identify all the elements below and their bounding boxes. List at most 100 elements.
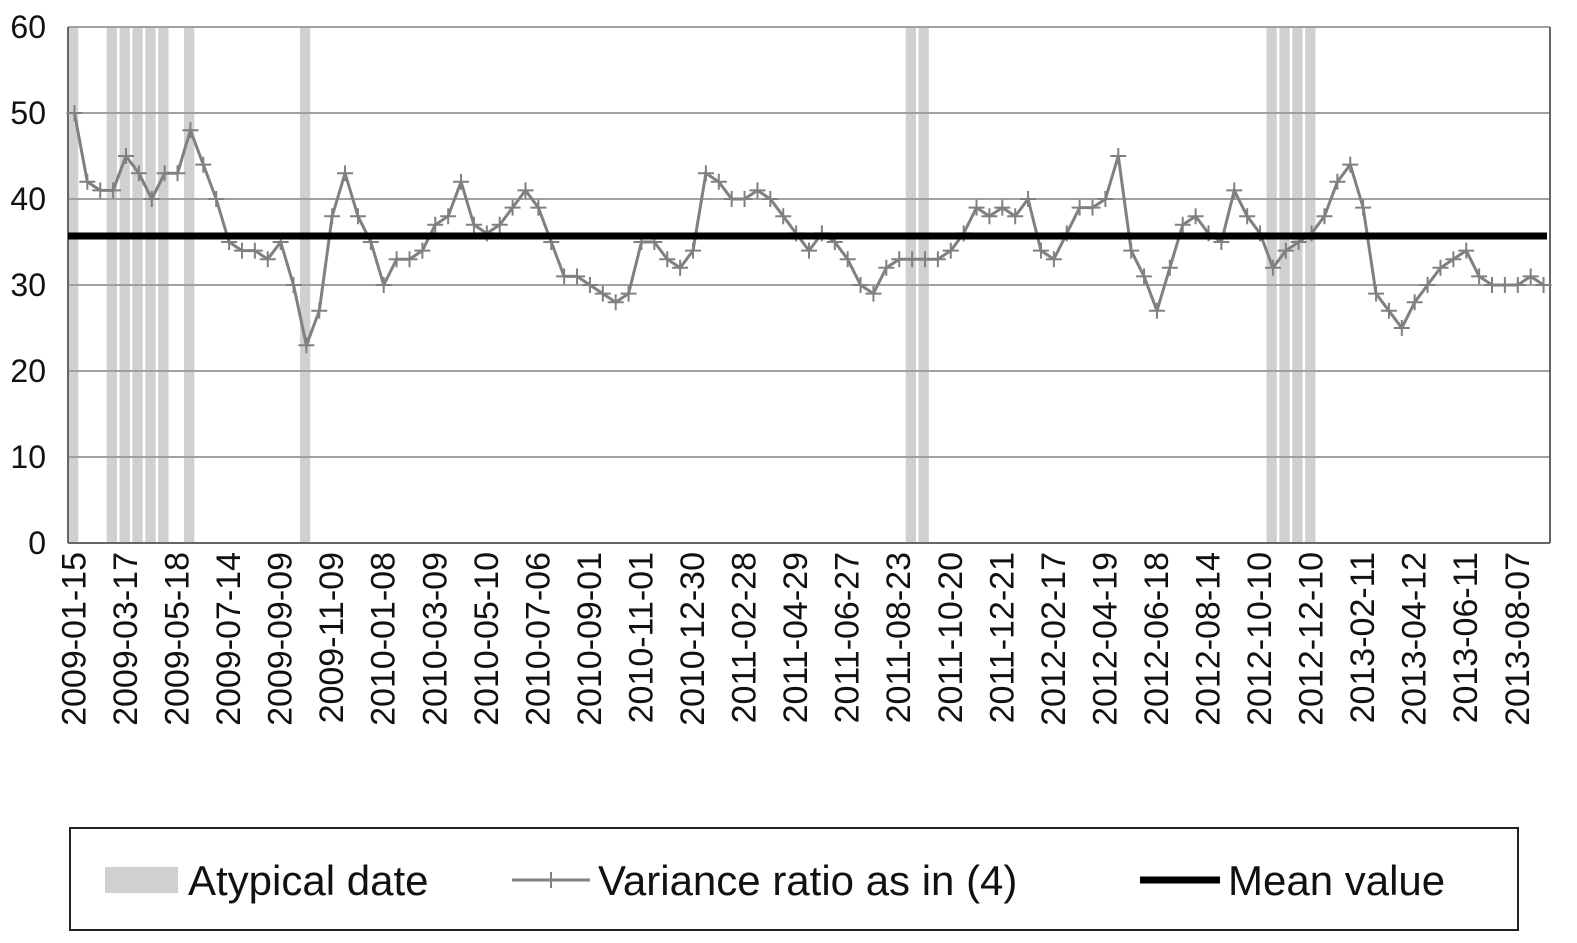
point-marker <box>710 173 727 190</box>
line <box>72 112 1545 351</box>
point-marker <box>659 251 676 268</box>
point-marker <box>942 242 959 259</box>
x-tick-label: 2011-02-28 <box>726 552 764 723</box>
point-marker <box>685 242 702 259</box>
point-marker <box>1045 251 1062 268</box>
point-marker <box>259 251 276 268</box>
x-tick-label: 2011-06-27 <box>829 552 867 723</box>
y-tick-label: 20 <box>10 353 46 389</box>
x-tick-label: 2012-12-10 <box>1293 552 1331 726</box>
x-tick-label: 2012-06-18 <box>1138 552 1176 726</box>
point-marker <box>208 191 225 207</box>
x-tick-label: 2010-07-06 <box>519 552 557 726</box>
point-marker <box>1522 268 1539 285</box>
point-marker <box>607 294 624 311</box>
point-marker <box>530 199 547 216</box>
point-marker <box>1535 277 1552 293</box>
point-marker <box>1136 268 1153 285</box>
point-marker <box>375 277 392 293</box>
point-marker <box>79 173 96 190</box>
point-marker <box>1020 191 1037 207</box>
x-tick-label: 2009-03-17 <box>107 552 145 726</box>
point-marker <box>324 208 341 225</box>
point-marker <box>1239 208 1256 225</box>
point-marker <box>1432 259 1449 276</box>
x-tick-label: 2009-01-15 <box>55 552 93 726</box>
point-marker <box>736 191 753 207</box>
point-marker <box>852 277 869 293</box>
legend-label: Atypical date <box>188 857 428 904</box>
point-marker <box>1445 251 1462 268</box>
point-marker <box>1148 302 1165 319</box>
point-marker <box>414 242 431 259</box>
x-tick-label: 2013-06-11 <box>1447 552 1485 723</box>
point-marker <box>672 259 689 276</box>
x-tick-label: 2010-01-08 <box>365 552 403 726</box>
x-tick-label: 2010-05-10 <box>468 552 506 726</box>
point-marker <box>1355 199 1372 216</box>
point-marker <box>1419 277 1436 293</box>
legend-swatch <box>105 867 178 893</box>
x-tick-label: 2011-10-20 <box>932 552 970 723</box>
x-tick-label: 2011-12-21 <box>983 552 1021 723</box>
point-marker <box>401 251 418 268</box>
y-tick-label: 50 <box>10 95 46 131</box>
point-marker <box>427 216 444 233</box>
y-tick-label: 30 <box>10 267 46 303</box>
point-marker <box>1509 277 1526 293</box>
point-marker <box>298 337 315 354</box>
point-marker <box>1471 268 1488 285</box>
point-marker <box>981 208 998 225</box>
point-marker <box>66 105 83 121</box>
point-marker <box>491 216 508 233</box>
point-marker <box>1393 320 1410 336</box>
x-tick-label: 2009-09-09 <box>262 552 300 726</box>
point-marker <box>594 285 611 302</box>
point-marker <box>337 165 354 182</box>
x-tick-label: 2009-11-09 <box>313 552 351 723</box>
point-marker <box>1329 173 1346 190</box>
point-marker <box>581 277 598 293</box>
point-marker <box>994 199 1011 216</box>
point-marker <box>1368 285 1385 302</box>
point-marker <box>246 242 263 259</box>
point-marker <box>1007 208 1024 225</box>
point-marker <box>285 277 302 293</box>
point-marker <box>1084 199 1101 216</box>
y-tick-label: 0 <box>28 525 46 561</box>
point-marker <box>517 182 534 199</box>
point-marker <box>465 216 482 233</box>
point-marker <box>1264 259 1281 276</box>
y-tick-label: 40 <box>10 181 46 217</box>
x-tick-label: 2010-09-01 <box>571 552 609 726</box>
point-marker <box>117 148 134 164</box>
point-marker <box>1342 156 1359 173</box>
point-marker <box>865 285 882 302</box>
point-marker <box>1097 191 1114 207</box>
x-tick-label: 2013-04-12 <box>1396 552 1434 726</box>
x-tick-label: 2013-02-11 <box>1344 552 1382 723</box>
point-marker <box>130 165 147 182</box>
x-tick-label: 2012-02-17 <box>1035 552 1073 726</box>
y-tick-label: 10 <box>10 439 46 475</box>
x-tick-label: 2012-10-10 <box>1241 552 1279 726</box>
point-marker <box>311 302 328 319</box>
point-marker <box>1032 242 1049 259</box>
point-marker <box>440 208 457 225</box>
point-marker <box>801 242 817 259</box>
point-marker <box>182 122 199 139</box>
point-marker <box>968 199 985 216</box>
point-marker <box>1406 294 1423 311</box>
point-marker <box>1161 259 1178 276</box>
x-tick-label: 2009-05-18 <box>159 552 197 726</box>
point-marker <box>1174 216 1191 233</box>
point-marker <box>543 872 559 888</box>
x-tick-label: 2011-08-23 <box>880 552 918 723</box>
point-marker <box>143 191 160 207</box>
x-tick-label: 2010-12-30 <box>674 552 712 726</box>
point-marker <box>878 259 895 276</box>
legend-label: Variance ratio as in (4) <box>598 857 1017 904</box>
point-marker <box>195 156 212 173</box>
point-marker <box>1458 242 1475 259</box>
